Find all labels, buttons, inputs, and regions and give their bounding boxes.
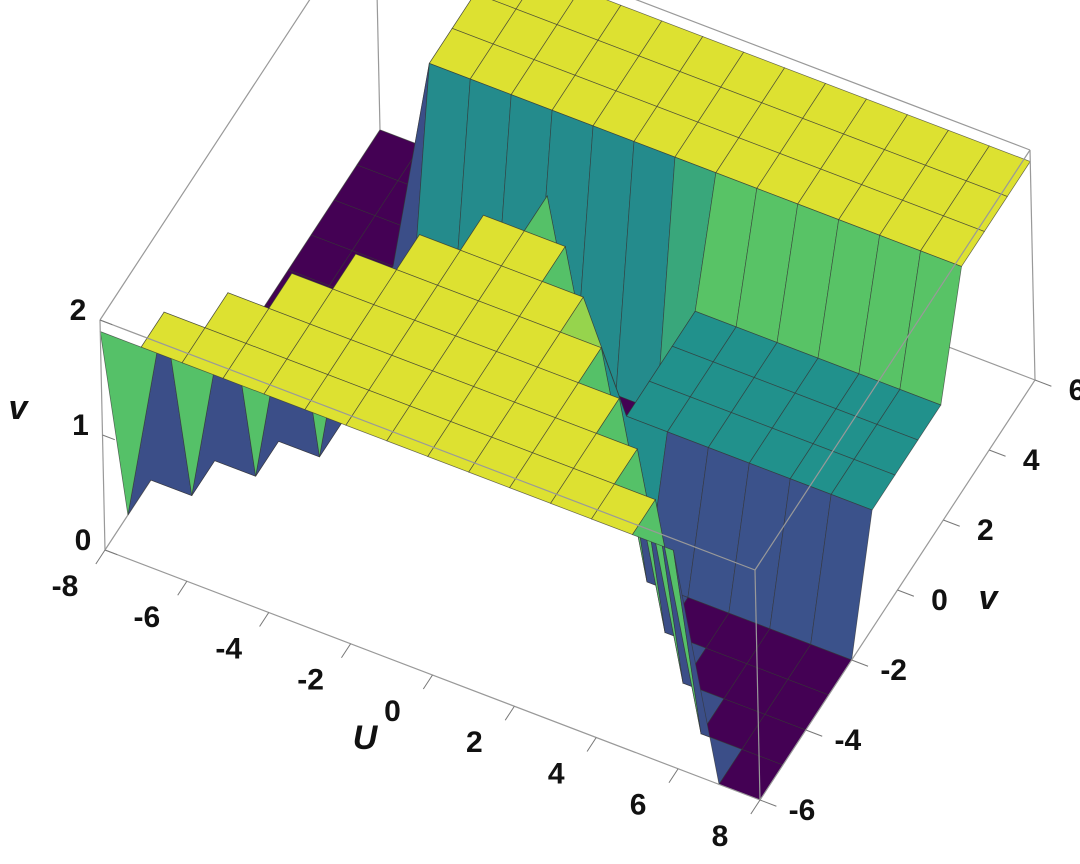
box-edge bbox=[99, 0, 311, 321]
y-tick bbox=[805, 729, 823, 737]
z-axis-label: v bbox=[9, 389, 30, 427]
x-tick-label: -4 bbox=[215, 632, 242, 665]
y-tick-label: 6 bbox=[1069, 374, 1080, 407]
y-tick bbox=[943, 519, 960, 527]
z-tick-label: 0 bbox=[75, 524, 92, 557]
box-edge bbox=[754, 149, 1031, 571]
x-tick-label: -2 bbox=[297, 664, 324, 697]
box-edge bbox=[1029, 149, 1036, 381]
x-tick-label: 0 bbox=[384, 695, 401, 728]
y-tick bbox=[897, 589, 915, 597]
y-tick bbox=[759, 799, 777, 807]
x-tick bbox=[422, 674, 433, 690]
y-tick-label: 0 bbox=[931, 584, 948, 617]
x-tick-label: 2 bbox=[466, 726, 483, 759]
z-tick-label: 1 bbox=[72, 409, 89, 442]
x-axis-label: U bbox=[353, 719, 379, 757]
x-tick-label: 6 bbox=[630, 789, 647, 822]
y-tick bbox=[851, 659, 869, 667]
x-tick bbox=[341, 643, 352, 659]
x-tick bbox=[586, 737, 597, 752]
y-tick bbox=[988, 449, 1006, 457]
y-tick-label: 2 bbox=[977, 514, 994, 547]
z-tick bbox=[104, 549, 118, 556]
x-tick-label: -6 bbox=[134, 601, 161, 634]
x-tick bbox=[177, 580, 188, 596]
x-tick bbox=[668, 768, 679, 784]
y-axis-label: v bbox=[979, 579, 1000, 617]
y-tick-label: -2 bbox=[880, 654, 907, 687]
box-edge bbox=[376, 0, 381, 131]
y-tick-label: -6 bbox=[789, 794, 816, 827]
z-tick bbox=[99, 319, 113, 326]
z-tick-label: 2 bbox=[70, 294, 87, 327]
x-tick bbox=[95, 549, 106, 565]
x-tick bbox=[750, 799, 761, 815]
y-tick bbox=[1034, 379, 1052, 387]
y-tick-label: 4 bbox=[1023, 444, 1040, 477]
z-tick bbox=[102, 434, 115, 441]
x-tick-label: 8 bbox=[712, 820, 729, 853]
box-edge bbox=[635, 0, 1031, 151]
x-tick-label: -8 bbox=[52, 570, 79, 603]
box-edge bbox=[754, 569, 761, 801]
y-tick-label: -4 bbox=[834, 724, 861, 757]
x-tick-label: 4 bbox=[548, 757, 565, 790]
x-tick bbox=[504, 705, 515, 721]
box-edge bbox=[99, 319, 756, 571]
x-tick bbox=[259, 612, 270, 627]
